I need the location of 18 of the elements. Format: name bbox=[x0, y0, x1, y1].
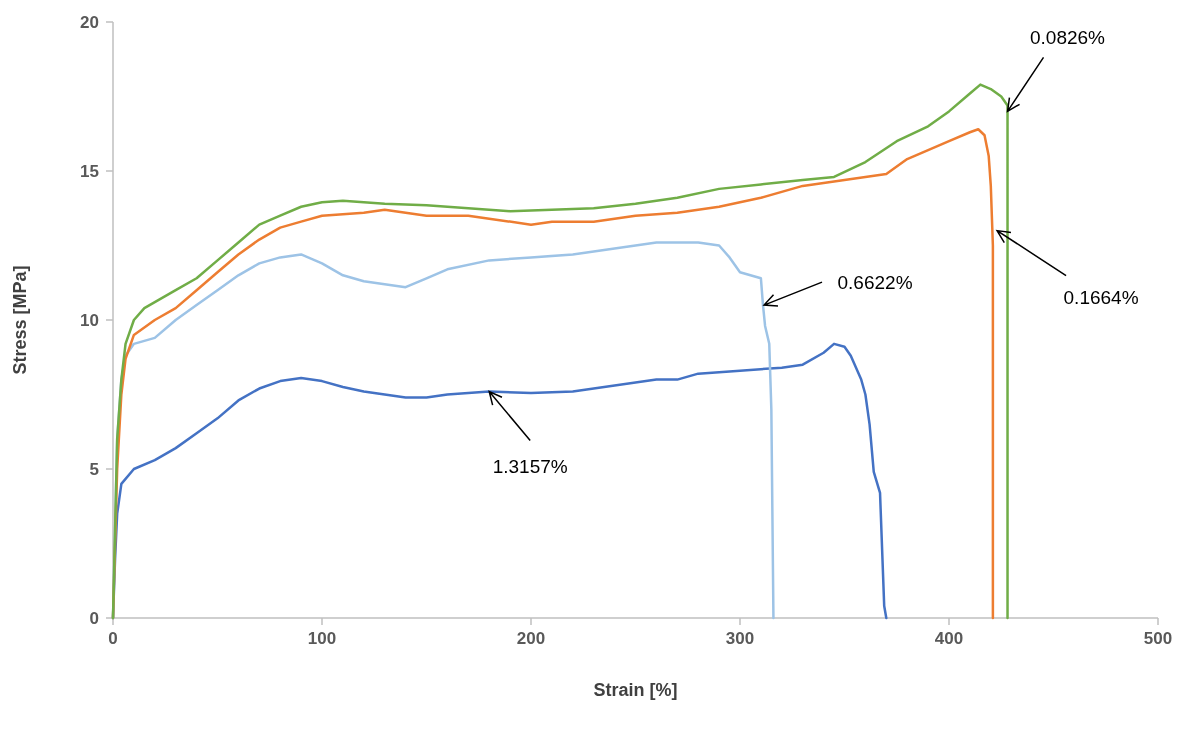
x-tick-label: 500 bbox=[1143, 629, 1173, 648]
x-tick-label: 200 bbox=[516, 629, 546, 648]
annotation: 0.1664% bbox=[1063, 286, 1139, 308]
annotation: 0.6622% bbox=[837, 272, 913, 294]
y-tick-label: 10 bbox=[80, 311, 99, 330]
y-tick-label: 20 bbox=[80, 13, 99, 32]
annotation: 1.3157% bbox=[492, 455, 568, 477]
x-tick-label: 0 bbox=[108, 629, 118, 648]
x-axis-title: Strain [%] bbox=[593, 680, 678, 700]
y-tick-label: 0 bbox=[89, 609, 99, 628]
x-tick-label: 400 bbox=[934, 629, 964, 648]
x-tick-label: 300 bbox=[725, 629, 755, 648]
y-axis-title: Stress [MPa] bbox=[10, 265, 30, 375]
annotation: 0.0826% bbox=[1030, 27, 1106, 49]
x-tick-label: 100 bbox=[307, 629, 337, 648]
y-tick-label: 15 bbox=[80, 162, 99, 181]
line-series bbox=[111, 342, 888, 620]
y-tick-label: 5 bbox=[89, 460, 99, 479]
